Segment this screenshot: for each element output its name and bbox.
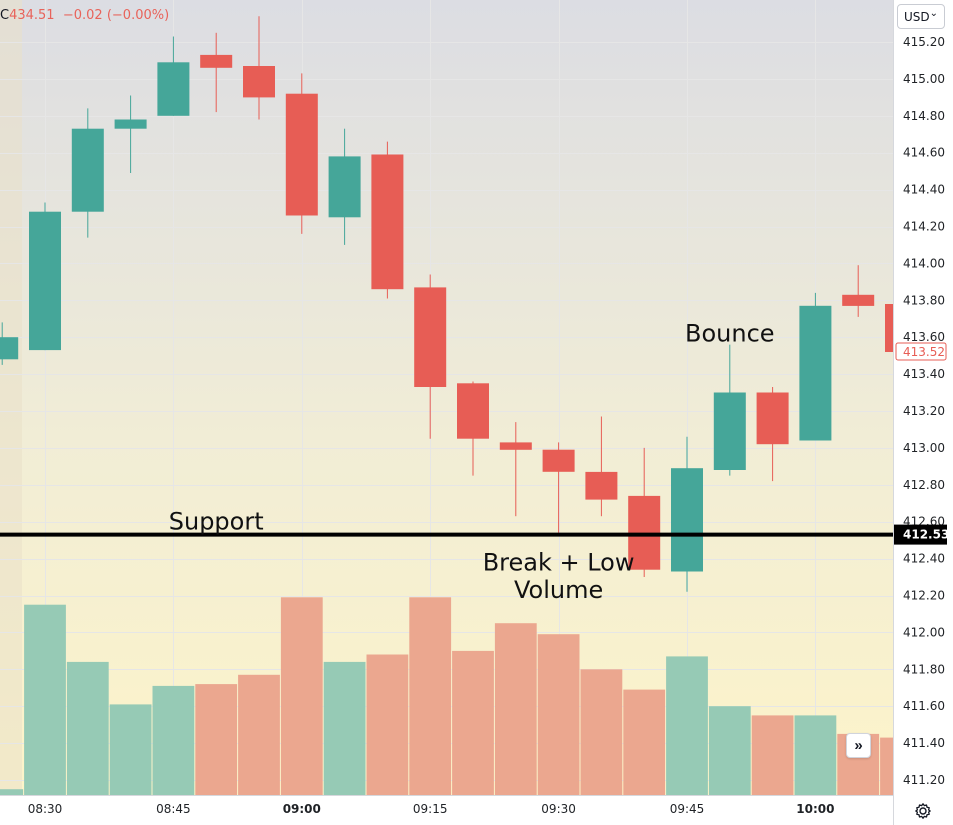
volume-bar	[195, 684, 238, 795]
volume-bars	[0, 597, 922, 795]
candle-body	[114, 119, 147, 129]
candle-body	[414, 287, 447, 387]
volume-bar	[666, 656, 708, 795]
volume-bar	[280, 597, 323, 795]
price-tick-label: 413.60	[903, 330, 945, 344]
chart-settings-button[interactable]	[912, 800, 934, 822]
candle-body	[713, 392, 746, 470]
volume-bar	[24, 604, 66, 795]
candle-body	[0, 337, 19, 360]
price-tick-label: 413.80	[903, 293, 945, 307]
price-tick-label: 414.00	[903, 256, 945, 270]
double-chevron-right-icon: »	[854, 737, 863, 754]
price-tick-label: 412.80	[903, 478, 945, 492]
price-tick-label: 413.40	[903, 367, 945, 381]
price-tick-label: 413.20	[903, 404, 945, 418]
chevron-down-icon: ⌄	[929, 8, 938, 19]
price-tick-label: 411.80	[903, 662, 945, 676]
price-tick-label: 411.60	[903, 699, 945, 713]
volume-bar	[0, 789, 24, 795]
gear-icon	[915, 803, 931, 819]
time-tick-label: 08:45	[156, 802, 191, 816]
candle-body	[585, 471, 618, 500]
price-tick-label: 414.80	[903, 109, 945, 123]
annotation-label: Support	[169, 508, 264, 536]
volume-bar	[794, 715, 837, 795]
candle-body	[499, 442, 532, 450]
legend-change-pct: (−0.00%)	[106, 8, 170, 23]
volume-bar	[66, 661, 109, 795]
support-price-tag	[894, 524, 947, 545]
candle-body	[842, 294, 875, 306]
legend-last: 434.51	[9, 8, 55, 23]
session-shade	[0, 0, 22, 795]
time-axis-background	[0, 795, 893, 825]
price-axis-background	[893, 0, 953, 825]
time-tick-label: 09:30	[541, 802, 576, 816]
candle-body	[29, 211, 61, 351]
annotation-label: Break + Low	[483, 548, 635, 576]
price-tick-label: 414.60	[903, 146, 945, 160]
time-tick-label: 10:00	[796, 802, 834, 816]
price-tick-label: 415.20	[903, 35, 945, 49]
candle-body	[243, 66, 275, 98]
candle-body	[157, 62, 190, 116]
legend-change: −0.02	[62, 8, 103, 23]
candle-body	[371, 154, 404, 290]
volume-bar	[238, 674, 280, 795]
price-tick-label: 414.20	[903, 220, 945, 234]
candle-body	[671, 468, 703, 572]
candle-body	[328, 156, 361, 218]
annotation-label: Volume	[514, 576, 603, 604]
scroll-to-realtime-button[interactable]: »	[846, 733, 871, 758]
price-tick-label: 411.40	[903, 736, 945, 750]
currency-label: USD	[904, 9, 930, 24]
price-tick-label: 415.00	[903, 72, 945, 86]
volume-bar	[494, 623, 537, 795]
price-tick-label: 412.00	[903, 625, 945, 639]
price-tick-label: 411.20	[903, 773, 945, 787]
volume-bar	[708, 706, 751, 795]
price-tick-label: 412.40	[903, 552, 945, 566]
candle-body	[200, 54, 233, 68]
time-axis[interactable]: 08:30 08:45 09:00 09:15 09:30 09:45 10:00	[28, 802, 835, 816]
candle-body	[756, 392, 789, 445]
price-tick-label: 413.00	[903, 441, 945, 455]
candle-body	[542, 449, 575, 472]
annotation-label: Bounce	[685, 320, 775, 348]
candle-body	[457, 383, 489, 439]
candle-body	[71, 128, 104, 212]
volume-bar	[623, 689, 666, 795]
volume-bar	[152, 685, 195, 795]
volume-bar	[580, 669, 623, 795]
candle-body	[799, 305, 832, 441]
volume-bar	[409, 597, 452, 795]
last-price-label: 413.52	[903, 345, 945, 359]
currency-select[interactable]: USD ⌄	[897, 4, 945, 29]
last-price-tag	[895, 342, 947, 361]
time-tick-label: 09:15	[413, 802, 448, 816]
price-labels: 412.53 413.52	[894, 342, 949, 545]
legend-symbol: C	[0, 8, 10, 23]
candle-body	[285, 93, 318, 216]
time-tick-label: 09:00	[283, 802, 321, 816]
price-tick-label: 412.20	[903, 589, 945, 603]
time-tick-label: 08:30	[28, 802, 63, 816]
time-tick-label: 09:45	[670, 802, 705, 816]
volume-bar	[452, 650, 494, 795]
volume-bar	[366, 654, 409, 795]
volume-bar	[751, 715, 794, 795]
volume-bar	[109, 704, 152, 795]
symbol-legend[interactable]: C434.51 −0.02 (−0.00%)	[0, 8, 169, 23]
price-tick-label: 414.40	[903, 183, 945, 197]
volume-bar	[323, 661, 366, 795]
price-axis[interactable]: 415.20 415.00 414.80 414.60 414.40 414.20 414.…	[903, 35, 945, 787]
volume-bar	[537, 634, 580, 795]
support-price-label: 412.53	[903, 528, 949, 542]
